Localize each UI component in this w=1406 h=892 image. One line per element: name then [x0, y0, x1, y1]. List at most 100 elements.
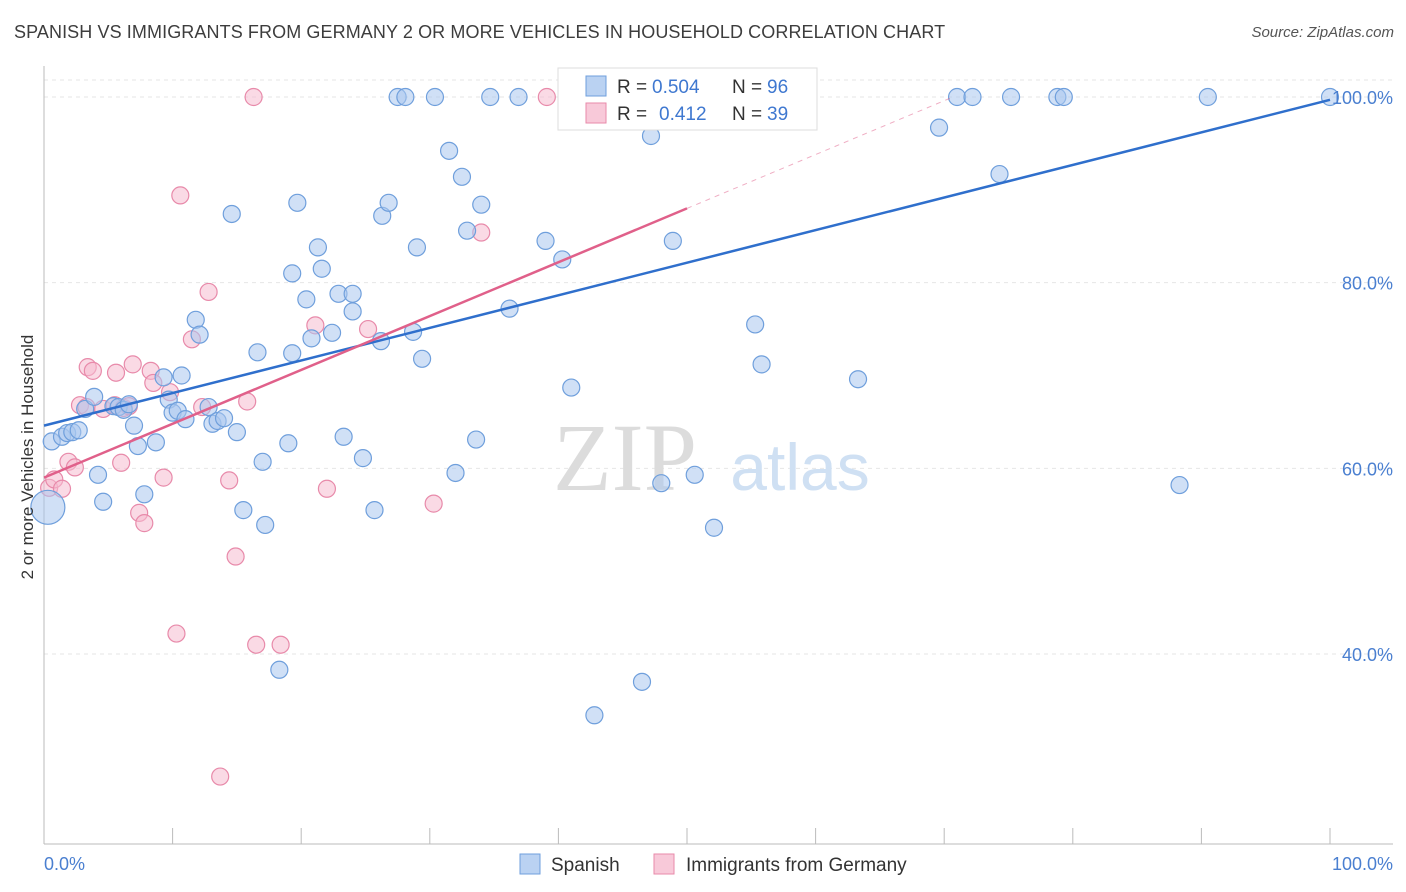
legend-r-label-spanish: R =	[617, 77, 647, 98]
spanish-point	[379, 193, 398, 212]
spanish-point	[652, 474, 671, 493]
spanish-point	[509, 87, 528, 107]
legend-r-value-spanish: 0.504	[652, 77, 700, 98]
y-tick-label-40: 40.0%	[1342, 645, 1393, 665]
germany-point	[424, 494, 443, 513]
spanish-point	[663, 231, 682, 250]
spanish-point	[288, 193, 307, 212]
legend-n-value-germany: 39	[767, 104, 788, 125]
germany-point	[83, 361, 102, 380]
bottom-legend-swatch-spanish	[519, 853, 541, 875]
spanish-point	[425, 87, 445, 107]
spanish-point	[248, 343, 267, 362]
spanish-point	[172, 366, 191, 385]
legend-box: R = 0.504 N = 96 R = 0.412 N = 39	[557, 67, 818, 131]
spanish-point	[312, 259, 331, 278]
spanish-point	[407, 238, 427, 257]
spanish-point	[334, 427, 353, 446]
spanish-point	[704, 518, 724, 537]
y-axis-label: 2 or more Vehicles in Household	[18, 335, 37, 580]
spanish-point	[963, 87, 982, 107]
spanish-point	[1198, 87, 1217, 107]
y-tick-label-60: 60.0%	[1342, 459, 1393, 479]
spanish-point	[1001, 87, 1021, 107]
spanish-point	[481, 87, 500, 107]
source-label: Source: ZipAtlas.com	[1251, 24, 1394, 41]
spanish-point	[308, 238, 328, 257]
spanish-point	[88, 465, 108, 484]
y-tick-label-100: 100.0%	[1332, 88, 1393, 108]
y-tick-label-80: 80.0%	[1342, 274, 1393, 294]
spanish-point	[270, 660, 289, 679]
spanish-point	[990, 164, 1009, 184]
germany-point	[358, 319, 378, 339]
spanish-point	[146, 433, 165, 452]
spanish-point	[94, 492, 113, 511]
trend-lines	[43, 96, 1331, 479]
legend-swatch-spanish	[585, 75, 607, 97]
legend-n-value-spanish: 96	[767, 77, 788, 98]
spanish-point	[452, 167, 472, 186]
x-tick-label-min: 0.0%	[44, 854, 85, 874]
germany-point	[537, 87, 556, 107]
spanish-point	[214, 409, 234, 428]
spanish-point	[353, 449, 373, 468]
spanish-point	[446, 463, 465, 483]
trend-line-spanish	[43, 98, 1331, 427]
spanish-point	[69, 421, 88, 440]
legend-r-value-germany: 0.412	[659, 104, 707, 125]
spanish-point	[85, 387, 104, 406]
axes	[43, 66, 1393, 845]
germany-point	[112, 453, 131, 472]
spanish-point	[929, 118, 949, 137]
spanish-point	[365, 501, 384, 520]
spanish-point	[283, 264, 302, 283]
spanish-point	[234, 501, 253, 520]
germany-point	[211, 767, 230, 786]
spanish-point	[457, 221, 477, 240]
trend-line-germany	[43, 207, 688, 479]
spanish-point	[1170, 475, 1189, 495]
spanish-point	[279, 434, 298, 453]
legend-n-label-germany: N =	[732, 104, 762, 125]
spanish-point	[439, 141, 459, 160]
germany-point	[199, 282, 218, 302]
spanish-point	[536, 231, 555, 250]
chart-title: SPANISH VS IMMIGRANTS FROM GERMANY 2 OR …	[14, 22, 946, 42]
spanish-point	[472, 195, 491, 214]
spanish-point	[632, 672, 652, 691]
germany-point	[154, 468, 173, 487]
spanish-point	[297, 290, 316, 309]
spanish-point	[396, 87, 415, 107]
spanish-point	[154, 368, 173, 387]
spanish-point	[343, 302, 362, 321]
bottom-legend-label-germany: Immigrants from Germany	[686, 855, 907, 876]
germany-point	[317, 479, 337, 498]
germany-point	[247, 635, 266, 654]
germany-point	[271, 635, 290, 654]
legend-swatch-germany	[585, 102, 607, 124]
x-tick-label-max: 100.0%	[1332, 854, 1393, 874]
spanish-point	[1054, 87, 1073, 107]
y-tick-labels: 40.0% 60.0% 80.0% 100.0%	[1332, 88, 1393, 665]
grid-lines	[44, 79, 1393, 655]
germany-point	[171, 186, 190, 205]
spanish-point	[848, 370, 868, 389]
watermark: ZIP atlas	[553, 404, 870, 511]
spanish-point	[466, 430, 486, 449]
watermark-zip: ZIP	[553, 404, 697, 511]
spanish-point	[186, 310, 205, 329]
trend-extension-germany	[686, 96, 954, 209]
bottom-legend-swatch-germany	[653, 853, 675, 875]
bottom-legend-label-spanish: Spanish	[551, 855, 620, 876]
spanish-point	[124, 416, 144, 435]
legend-n-label-spanish: N =	[732, 77, 762, 98]
spanish-point	[322, 323, 342, 342]
germany-point	[226, 547, 245, 566]
germany-point	[244, 87, 263, 107]
watermark-atlas: atlas	[730, 430, 869, 504]
germany-point	[123, 355, 142, 374]
spanish-point	[253, 452, 272, 471]
spanish-point	[343, 284, 362, 303]
